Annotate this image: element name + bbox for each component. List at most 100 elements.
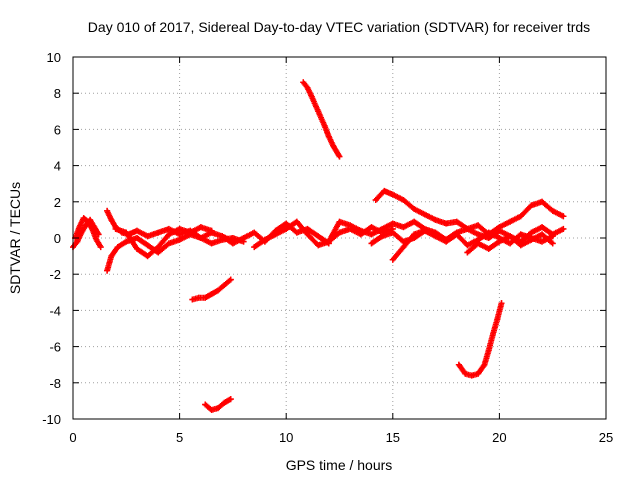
data-point <box>453 231 460 238</box>
data-point <box>372 196 379 203</box>
data-point <box>389 256 396 263</box>
data-point <box>144 233 151 240</box>
x-tick-label: 10 <box>279 430 293 445</box>
data-point <box>496 238 503 245</box>
data-point <box>462 370 469 377</box>
data-point <box>251 244 258 251</box>
series-trace-e <box>112 224 215 260</box>
data-point <box>455 361 462 368</box>
data-point <box>507 240 514 247</box>
data-point <box>517 231 524 238</box>
data-point <box>464 242 471 249</box>
x-tick-label: 5 <box>176 430 183 445</box>
data-point <box>475 370 482 377</box>
data-point <box>227 276 234 283</box>
data-point <box>227 396 234 403</box>
data-point <box>400 244 407 251</box>
chart-title: Day 010 of 2017, Sidereal Day-to-day VTE… <box>88 19 590 35</box>
data-point <box>155 244 162 251</box>
data-point <box>517 242 524 249</box>
series-trace-d <box>104 231 247 274</box>
data-point <box>539 231 546 238</box>
data-point <box>104 207 111 214</box>
y-tick-label: -6 <box>49 340 61 355</box>
data-point <box>89 225 96 232</box>
series-trace-n <box>300 79 343 160</box>
data-point <box>82 222 89 229</box>
data-point <box>379 233 386 240</box>
data-point <box>389 191 396 198</box>
data-point <box>528 202 535 209</box>
data-point <box>443 220 450 227</box>
data-point <box>330 142 337 149</box>
data-point <box>453 218 460 225</box>
data-point <box>208 291 215 298</box>
y-tick-label: 8 <box>54 86 61 101</box>
data-point <box>464 225 471 232</box>
data-point <box>549 233 556 240</box>
data-point <box>283 225 290 232</box>
data-point <box>528 236 535 243</box>
data-point <box>272 231 279 238</box>
data-point <box>411 231 418 238</box>
data-point <box>325 133 332 140</box>
data-point <box>321 122 328 129</box>
x-tick-label: 15 <box>386 430 400 445</box>
data-point <box>165 231 172 238</box>
data-point <box>336 229 343 236</box>
data-point <box>315 233 322 240</box>
data-point <box>432 216 439 223</box>
data-point <box>95 231 102 238</box>
data-point <box>195 294 202 301</box>
data-point <box>229 235 236 241</box>
data-point <box>421 211 428 218</box>
data-point <box>144 253 151 260</box>
data-point <box>104 267 111 274</box>
data-point <box>468 372 475 379</box>
data-point <box>114 244 121 251</box>
data-point <box>549 207 556 214</box>
data-point <box>485 231 492 238</box>
data-point <box>560 213 567 220</box>
data-point <box>315 108 322 115</box>
data-point <box>240 235 247 241</box>
data-point <box>528 229 535 236</box>
data-point <box>176 231 183 238</box>
series-trace-q <box>455 300 505 379</box>
data-point <box>76 224 83 231</box>
y-tick-label: -4 <box>49 303 61 318</box>
data-point <box>507 218 514 225</box>
data-point <box>112 225 119 232</box>
data-point <box>485 347 492 354</box>
data-point <box>494 316 501 323</box>
data-point <box>304 231 311 238</box>
x-tick-label: 20 <box>492 430 506 445</box>
data-point <box>336 153 343 160</box>
data-point <box>539 198 546 205</box>
data-point <box>517 213 524 220</box>
data-point <box>155 229 162 236</box>
data-point <box>507 233 514 240</box>
y-tick-label: -2 <box>49 267 61 282</box>
data-point <box>389 220 396 227</box>
data-point <box>347 222 354 229</box>
data-point <box>357 227 364 234</box>
data-point <box>498 300 505 307</box>
data-point <box>176 236 183 243</box>
data-point <box>560 225 567 232</box>
y-tick-label: 2 <box>54 195 61 210</box>
data-point <box>133 245 140 252</box>
data-point <box>208 227 215 234</box>
data-point <box>93 236 100 243</box>
data-point <box>229 240 236 247</box>
data-point <box>475 222 482 229</box>
data-point <box>78 229 85 236</box>
data-point <box>379 225 386 232</box>
data-point <box>308 93 315 100</box>
y-tick-label: 6 <box>54 122 61 137</box>
series-layer <box>70 79 567 413</box>
data-point <box>165 240 172 247</box>
data-point <box>108 216 115 223</box>
data-point <box>421 227 428 234</box>
data-point <box>197 235 204 241</box>
